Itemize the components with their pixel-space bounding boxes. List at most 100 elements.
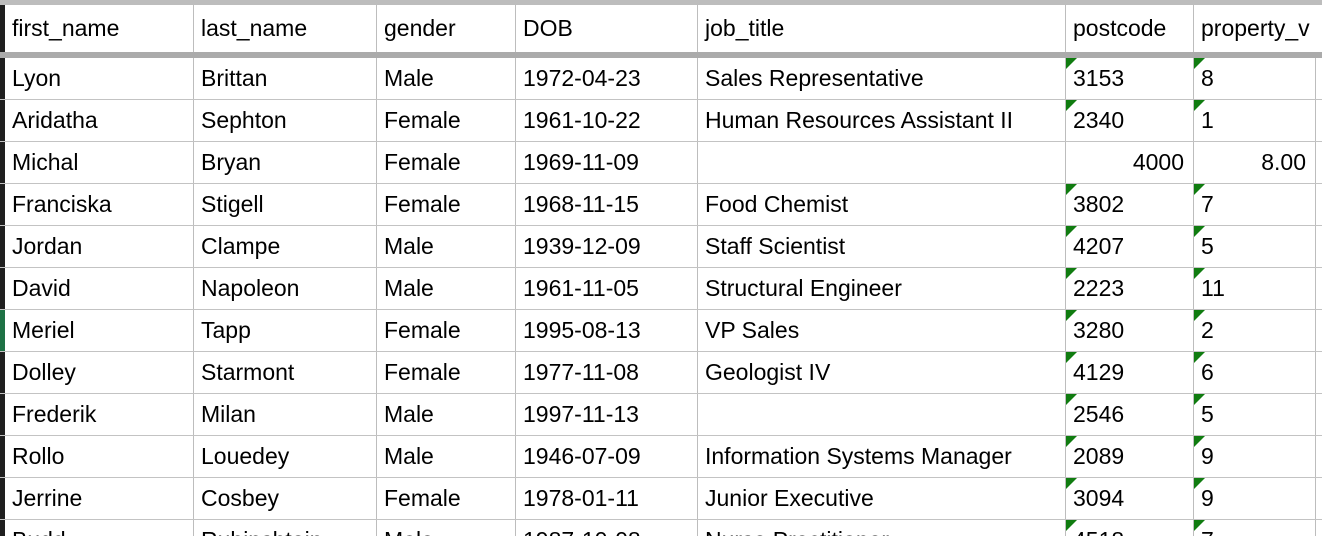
cell-first_name[interactable]: Lyon [0, 58, 194, 99]
right-edge-cell[interactable] [1316, 520, 1322, 536]
cell-last_name[interactable]: Napoleon [194, 268, 377, 309]
column-header-first_name[interactable]: first_name [0, 5, 194, 52]
cell-property_value[interactable]: 1 [1194, 100, 1316, 141]
cell-last_name[interactable]: Brittan [194, 58, 377, 99]
cell-property_value[interactable]: 7 [1194, 520, 1316, 536]
cell-job_title[interactable]: Structural Engineer [698, 268, 1066, 309]
cell-postcode[interactable]: 2089 [1066, 436, 1194, 477]
cell-postcode[interactable]: 3153 [1066, 58, 1194, 99]
cell-first_name[interactable]: Budd [0, 520, 194, 536]
cell-gender[interactable]: Female [377, 478, 516, 519]
cell-job_title[interactable]: VP Sales [698, 310, 1066, 351]
cell-dob[interactable]: 1972-04-23 [516, 58, 698, 99]
cell-last_name[interactable]: Rubinshtein [194, 520, 377, 536]
cell-first_name[interactable]: Jordan [0, 226, 194, 267]
cell-last_name[interactable]: Starmont [194, 352, 377, 393]
cell-last_name[interactable]: Sephton [194, 100, 377, 141]
cell-first_name[interactable]: Franciska [0, 184, 194, 225]
cell-last_name[interactable]: Stigell [194, 184, 377, 225]
cell-dob[interactable]: 1997-11-13 [516, 394, 698, 435]
cell-postcode[interactable]: 4000 [1066, 142, 1194, 183]
right-edge-cell[interactable] [1316, 394, 1322, 435]
cell-first_name[interactable]: David [0, 268, 194, 309]
cell-dob[interactable]: 1946-07-09 [516, 436, 698, 477]
column-header-property_value[interactable]: property_v [1194, 5, 1322, 52]
cell-job_title[interactable]: Sales Representative [698, 58, 1066, 99]
column-header-job_title[interactable]: job_title [698, 5, 1066, 52]
cell-property_value[interactable]: 9 [1194, 478, 1316, 519]
cell-postcode[interactable]: 2546 [1066, 394, 1194, 435]
cell-gender[interactable]: Female [377, 310, 516, 351]
cell-gender[interactable]: Male [377, 436, 516, 477]
cell-gender[interactable]: Male [377, 226, 516, 267]
cell-property_value[interactable]: 8.00 [1194, 142, 1316, 183]
cell-property_value[interactable]: 7 [1194, 184, 1316, 225]
cell-job_title[interactable]: Nurse Practitioner [698, 520, 1066, 536]
cell-postcode[interactable]: 4129 [1066, 352, 1194, 393]
cell-job_title[interactable] [698, 394, 1066, 435]
cell-postcode[interactable]: 3802 [1066, 184, 1194, 225]
cell-first_name[interactable]: Meriel [0, 310, 194, 351]
cell-first_name[interactable]: Rollo [0, 436, 194, 477]
cell-property_value[interactable]: 5 [1194, 226, 1316, 267]
cell-property_value[interactable]: 8 [1194, 58, 1316, 99]
cell-postcode[interactable]: 4518 [1066, 520, 1194, 536]
cell-property_value[interactable]: 11 [1194, 268, 1316, 309]
cell-last_name[interactable]: Tapp [194, 310, 377, 351]
cell-dob[interactable]: 1939-12-09 [516, 226, 698, 267]
column-header-gender[interactable]: gender [377, 5, 516, 52]
cell-postcode[interactable]: 4207 [1066, 226, 1194, 267]
cell-job_title[interactable]: Geologist IV [698, 352, 1066, 393]
cell-dob[interactable]: 1978-01-11 [516, 478, 698, 519]
right-edge-cell[interactable] [1316, 478, 1322, 519]
cell-last_name[interactable]: Cosbey [194, 478, 377, 519]
cell-last_name[interactable]: Clampe [194, 226, 377, 267]
right-edge-cell[interactable] [1316, 184, 1322, 225]
right-edge-cell[interactable] [1316, 352, 1322, 393]
column-header-last_name[interactable]: last_name [194, 5, 377, 52]
cell-first_name[interactable]: Frederik [0, 394, 194, 435]
cell-first_name[interactable]: Dolley [0, 352, 194, 393]
cell-gender[interactable]: Female [377, 184, 516, 225]
right-edge-cell[interactable] [1316, 58, 1322, 99]
cell-gender[interactable]: Female [377, 100, 516, 141]
cell-gender[interactable]: Male [377, 58, 516, 99]
cell-gender[interactable]: Male [377, 394, 516, 435]
cell-postcode[interactable]: 3280 [1066, 310, 1194, 351]
cell-job_title[interactable]: Information Systems Manager [698, 436, 1066, 477]
cell-dob[interactable]: 1969-11-09 [516, 142, 698, 183]
cell-job_title[interactable]: Food Chemist [698, 184, 1066, 225]
cell-dob[interactable]: 1961-10-22 [516, 100, 698, 141]
right-edge-cell[interactable] [1316, 100, 1322, 141]
cell-property_value[interactable]: 2 [1194, 310, 1316, 351]
cell-dob[interactable]: 1961-11-05 [516, 268, 698, 309]
cell-property_value[interactable]: 6 [1194, 352, 1316, 393]
cell-first_name[interactable]: Jerrine [0, 478, 194, 519]
right-edge-cell[interactable] [1316, 436, 1322, 477]
right-edge-cell[interactable] [1316, 226, 1322, 267]
cell-postcode[interactable]: 2340 [1066, 100, 1194, 141]
cell-last_name[interactable]: Milan [194, 394, 377, 435]
cell-dob[interactable]: 1977-11-08 [516, 352, 698, 393]
cell-first_name[interactable]: Michal [0, 142, 194, 183]
cell-gender[interactable]: Female [377, 352, 516, 393]
cell-job_title[interactable]: Human Resources Assistant II [698, 100, 1066, 141]
cell-dob[interactable]: 1968-11-15 [516, 184, 698, 225]
cell-dob[interactable]: 1987-10-08 [516, 520, 698, 536]
cell-job_title[interactable]: Staff Scientist [698, 226, 1066, 267]
cell-property_value[interactable]: 9 [1194, 436, 1316, 477]
cell-gender[interactable]: Male [377, 268, 516, 309]
right-edge-cell[interactable] [1316, 310, 1322, 351]
right-edge-cell[interactable] [1316, 142, 1322, 183]
cell-property_value[interactable]: 5 [1194, 394, 1316, 435]
cell-last_name[interactable]: Bryan [194, 142, 377, 183]
cell-postcode[interactable]: 3094 [1066, 478, 1194, 519]
cell-dob[interactable]: 1995-08-13 [516, 310, 698, 351]
column-header-dob[interactable]: DOB [516, 5, 698, 52]
cell-first_name[interactable]: Aridatha [0, 100, 194, 141]
cell-postcode[interactable]: 2223 [1066, 268, 1194, 309]
cell-job_title[interactable] [698, 142, 1066, 183]
cell-last_name[interactable]: Louedey [194, 436, 377, 477]
cell-gender[interactable]: Female [377, 142, 516, 183]
cell-job_title[interactable]: Junior Executive [698, 478, 1066, 519]
